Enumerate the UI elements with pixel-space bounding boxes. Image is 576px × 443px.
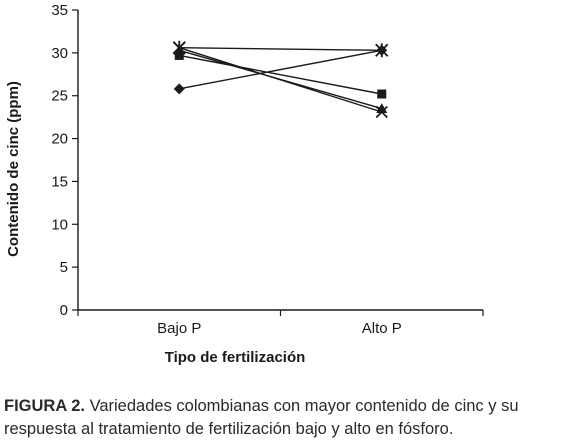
chart-axes xyxy=(77,10,483,311)
figure-caption-line1: Variedades colombianas con mayor conteni… xyxy=(84,397,519,415)
data-point-diamond-0 xyxy=(173,83,185,95)
chart-series xyxy=(172,40,389,119)
y-tick-label: 25 xyxy=(51,88,68,105)
figure-caption: FIGURA 2. Variedades colombianas con may… xyxy=(4,395,576,441)
figure-caption-lead: FIGURA 2. xyxy=(4,397,85,415)
y-tick-label: 5 xyxy=(60,259,68,276)
data-point-star-1 xyxy=(375,43,389,58)
x-axis-ticks: Bajo P Alto P xyxy=(77,310,484,337)
series-x xyxy=(173,41,388,119)
figure-caption-line2: respuesta al tratamiento de fertilizació… xyxy=(4,420,454,438)
y-axis-ticks: 0 5 10 15 20 25 30 35 xyxy=(51,2,78,319)
y-axis-title: Contenido de cinc (ppm) xyxy=(5,81,22,257)
y-tick-label: 0 xyxy=(60,302,68,319)
series-line-diamond xyxy=(179,49,382,90)
y-tick-label: 10 xyxy=(51,216,68,233)
series-line-x xyxy=(179,47,382,113)
series-star xyxy=(172,40,389,58)
y-tick-label: 35 xyxy=(51,2,68,19)
x-tick-label: Alto P xyxy=(362,320,402,337)
data-point-square-1 xyxy=(377,89,387,99)
series-line-star xyxy=(179,47,382,51)
y-tick-label: 15 xyxy=(51,173,68,190)
zinc-content-chart: 0 5 10 15 20 25 30 35 Bajo P Alto P Contenido de… xyxy=(5,2,484,366)
x-axis-title: Tipo de fertilización xyxy=(165,349,306,366)
series-square xyxy=(174,50,387,99)
y-tick-label: 30 xyxy=(51,45,68,62)
y-tick-label: 20 xyxy=(51,131,68,148)
data-point-star-0 xyxy=(172,40,186,55)
series-diamond xyxy=(173,44,388,95)
data-point-square-0 xyxy=(174,50,184,60)
x-tick-label: Bajo P xyxy=(157,320,201,337)
series-line-square xyxy=(179,54,382,95)
data-point-x-1 xyxy=(375,105,388,119)
